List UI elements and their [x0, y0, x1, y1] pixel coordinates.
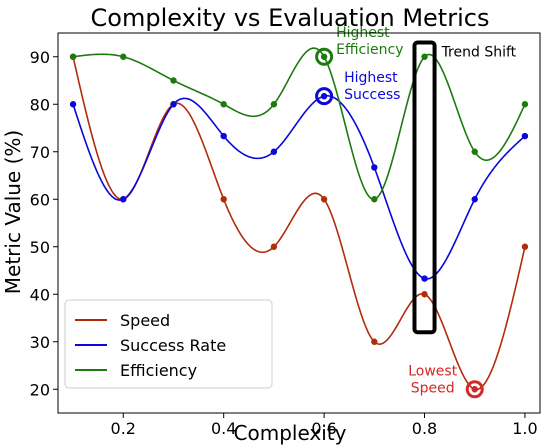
annotations-layer: HighestEfficiencyHighestSuccessLowestSpe… — [315, 25, 517, 399]
x-tick-label: 0.8 — [412, 419, 437, 438]
x-tick-label: 0.2 — [111, 419, 136, 438]
y-tick-label: 90 — [30, 48, 50, 67]
series-lines-layer — [72, 47, 526, 391]
legend-label: Efficiency — [120, 361, 197, 380]
lowest-speed-marker-dot — [471, 386, 478, 393]
data-point-efficiency — [170, 77, 177, 84]
data-point-efficiency — [521, 101, 529, 108]
y-tick-label: 70 — [30, 143, 50, 162]
data-point-success-rate — [471, 196, 478, 203]
data-point-speed — [371, 338, 378, 345]
x-tick-label: 0.4 — [211, 419, 236, 438]
data-point-speed — [320, 196, 328, 203]
legend-box — [64, 299, 273, 389]
highest-success-marker-dot — [321, 93, 328, 100]
data-point-efficiency — [371, 196, 378, 203]
y-tick-label: 30 — [30, 333, 50, 352]
y-tick-label: 60 — [30, 190, 50, 209]
legend-label: Success Rate — [120, 336, 226, 355]
highest-success-label-line: Highest — [344, 70, 398, 86]
data-point-efficiency — [421, 53, 428, 60]
series-markers-layer — [69, 53, 529, 393]
axes-layer: 0.2 0.4 0.6 0.8 1.0 20 30 40 50 60 70 80 90 — [30, 32, 541, 438]
lowest-speed-label-line: Speed — [411, 380, 455, 396]
data-point-efficiency — [220, 101, 227, 108]
lowest-speed-label-line: Lowest — [408, 363, 457, 379]
lowest-speed-marker-ring — [465, 380, 484, 399]
data-point-speed — [421, 291, 428, 298]
data-point-success-rate — [521, 132, 529, 140]
data-point-success-rate — [120, 196, 127, 203]
data-point-efficiency — [69, 53, 77, 60]
legend-label: Speed — [120, 311, 170, 330]
legend: Speed Success Rate Efficiency — [64, 299, 273, 389]
series-line-efficiency — [72, 47, 526, 201]
y-tick-label: 20 — [30, 380, 50, 399]
plot-frame — [57, 32, 541, 414]
data-point-success-rate — [170, 101, 177, 108]
y-tick-label: 40 — [30, 285, 50, 304]
highest-efficiency-label-line: Efficiency — [336, 42, 403, 58]
y-tick-label: 50 — [30, 238, 50, 257]
highest-efficiency-marker-ring — [315, 47, 334, 66]
data-point-efficiency — [120, 53, 127, 60]
data-point-success-rate — [371, 164, 378, 171]
chart-title: Complexity vs Evaluation Metrics — [91, 4, 490, 32]
data-point-speed — [270, 243, 278, 250]
data-point-speed — [220, 196, 227, 203]
data-point-efficiency — [471, 148, 478, 155]
series-line-success-rate — [72, 95, 526, 280]
trend-shift-label: Trend Shift — [441, 45, 517, 61]
data-point-success-rate — [421, 275, 428, 282]
data-point-success-rate — [69, 101, 77, 108]
data-point-efficiency — [270, 101, 278, 108]
highest-success-label-line: Success — [344, 87, 400, 103]
x-tick-label: 1.0 — [512, 419, 537, 438]
y-tick-label: 80 — [30, 95, 50, 114]
highest-success-marker-ring — [315, 87, 334, 106]
trend-shift-box — [412, 40, 437, 335]
data-point-success-rate — [220, 132, 227, 140]
data-point-success-rate — [270, 148, 278, 155]
x-tick-label: 0.6 — [311, 419, 336, 438]
highest-efficiency-marker-dot — [321, 53, 328, 60]
x-axis-label: Complexity — [234, 421, 347, 445]
data-point-speed — [521, 243, 529, 250]
y-axis-label: Metric Value (%) — [1, 130, 25, 294]
